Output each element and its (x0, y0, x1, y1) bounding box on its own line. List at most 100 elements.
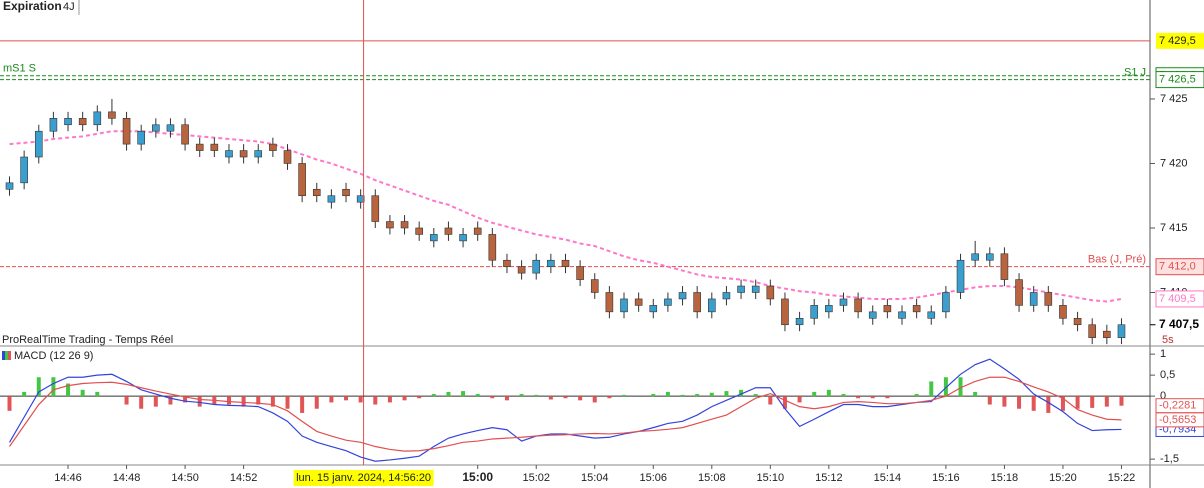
candle-body (634, 298, 643, 306)
candle-body (912, 305, 921, 313)
value-label-box (1155, 290, 1204, 308)
histogram-bar (768, 396, 773, 405)
candle-body (239, 150, 248, 158)
histogram-bar (66, 383, 71, 397)
histogram-bar (724, 391, 729, 397)
candle-body (459, 234, 467, 242)
value-label: 7 407,5 (1159, 317, 1199, 331)
value-label-box (1155, 412, 1204, 428)
histogram-bar (841, 394, 846, 397)
histogram-bar (534, 394, 539, 397)
candle-body (956, 259, 965, 293)
x-tick-label: 14:50 (171, 472, 199, 484)
x-tick-label: 14:52 (230, 472, 258, 484)
candle-body (195, 143, 204, 151)
histogram-bar (607, 396, 612, 399)
candle-body (883, 305, 892, 313)
candle-body (517, 266, 526, 274)
histogram-bar (475, 394, 480, 397)
x-tick-label: 15:00 (462, 470, 493, 484)
histogram-bar (197, 396, 202, 407)
histogram-bar (417, 396, 422, 399)
histogram-bar (885, 396, 890, 399)
histogram-bar (622, 394, 627, 397)
x-tick-label: 15:16 (932, 472, 960, 484)
histogram-bar (1090, 396, 1095, 408)
header-subtitle: 4J (63, 1, 75, 13)
histogram-bar (1017, 396, 1022, 409)
candle-body (547, 259, 555, 267)
histogram-bar (826, 389, 831, 397)
candle-body (503, 259, 511, 267)
y-tick-label: 7 415 (1160, 222, 1188, 234)
x-tick-label: 15:10 (757, 472, 785, 484)
candle-body (371, 195, 380, 222)
candle-body (693, 292, 701, 313)
histogram-bar (914, 394, 919, 397)
candle-body (181, 124, 189, 145)
candle-body (1044, 292, 1053, 306)
crosshair-y-box (1156, 32, 1204, 49)
histogram-bar (651, 394, 656, 397)
candle-body (532, 259, 541, 274)
histogram-bar (870, 396, 875, 399)
value-label: -0,5653 (1159, 414, 1196, 426)
candle-body (137, 130, 145, 145)
histogram-bar (226, 396, 231, 405)
histogram-bar (461, 391, 466, 397)
candle-body (78, 118, 87, 126)
candle-body (1117, 324, 1126, 338)
x-tick-label: 15:20 (1049, 472, 1077, 484)
candle-body (942, 292, 950, 313)
x-tick-label: 14:48 (113, 472, 141, 484)
candle-body (20, 156, 28, 184)
x-tick-label: 15:02 (522, 472, 550, 484)
histogram-bar (153, 396, 158, 407)
histogram-bar (856, 396, 861, 399)
candle-body (1000, 253, 1009, 280)
histogram-bar (344, 396, 349, 401)
candle-body (649, 305, 658, 313)
value-label-box (1155, 316, 1204, 334)
candle-body (1088, 324, 1097, 338)
histogram-bar (739, 389, 744, 397)
value-label: 7 412,0 (1159, 261, 1196, 273)
y-tick-label: -1,5 (1160, 453, 1179, 465)
histogram-bar (241, 396, 246, 407)
histogram-bar (782, 396, 787, 409)
footer-source: ProRealTime Trading - Temps Réel (2, 334, 173, 346)
candle-body (781, 298, 789, 326)
y-tick-label: 7 425 (1160, 93, 1188, 105)
histogram-bar (1060, 396, 1065, 411)
crosshair-y-label: 7 429,5 (1159, 35, 1196, 47)
histogram-bar (548, 396, 553, 400)
candle-body (1029, 292, 1038, 306)
histogram-bar (329, 396, 334, 403)
histogram-bar (51, 377, 56, 397)
histogram-bar (80, 389, 85, 397)
histogram-bar (490, 396, 495, 399)
y-tick-label: 1 (1160, 348, 1166, 360)
histogram-bar (183, 396, 188, 403)
histogram-bar (402, 396, 407, 401)
histogram-bar (1046, 396, 1051, 413)
candle-body (254, 150, 263, 158)
y-tick-label: 0 (1160, 390, 1166, 402)
histogram-bar (929, 381, 934, 397)
candle-body (152, 124, 160, 132)
candle-body (488, 234, 497, 261)
candle-body (664, 298, 672, 306)
candle-body (1059, 305, 1067, 319)
candle-body (283, 150, 292, 164)
candle-body (430, 234, 438, 242)
candle-body (620, 298, 628, 313)
x-tick-label: 15:12 (815, 472, 843, 484)
histogram-bar (958, 377, 963, 397)
histogram-bar (7, 396, 12, 411)
candle-body (108, 111, 116, 119)
candle-body (561, 259, 570, 267)
histogram-bar (1002, 396, 1007, 407)
macd-icon (2, 351, 5, 360)
x-tick-label: 15:22 (1108, 472, 1136, 484)
